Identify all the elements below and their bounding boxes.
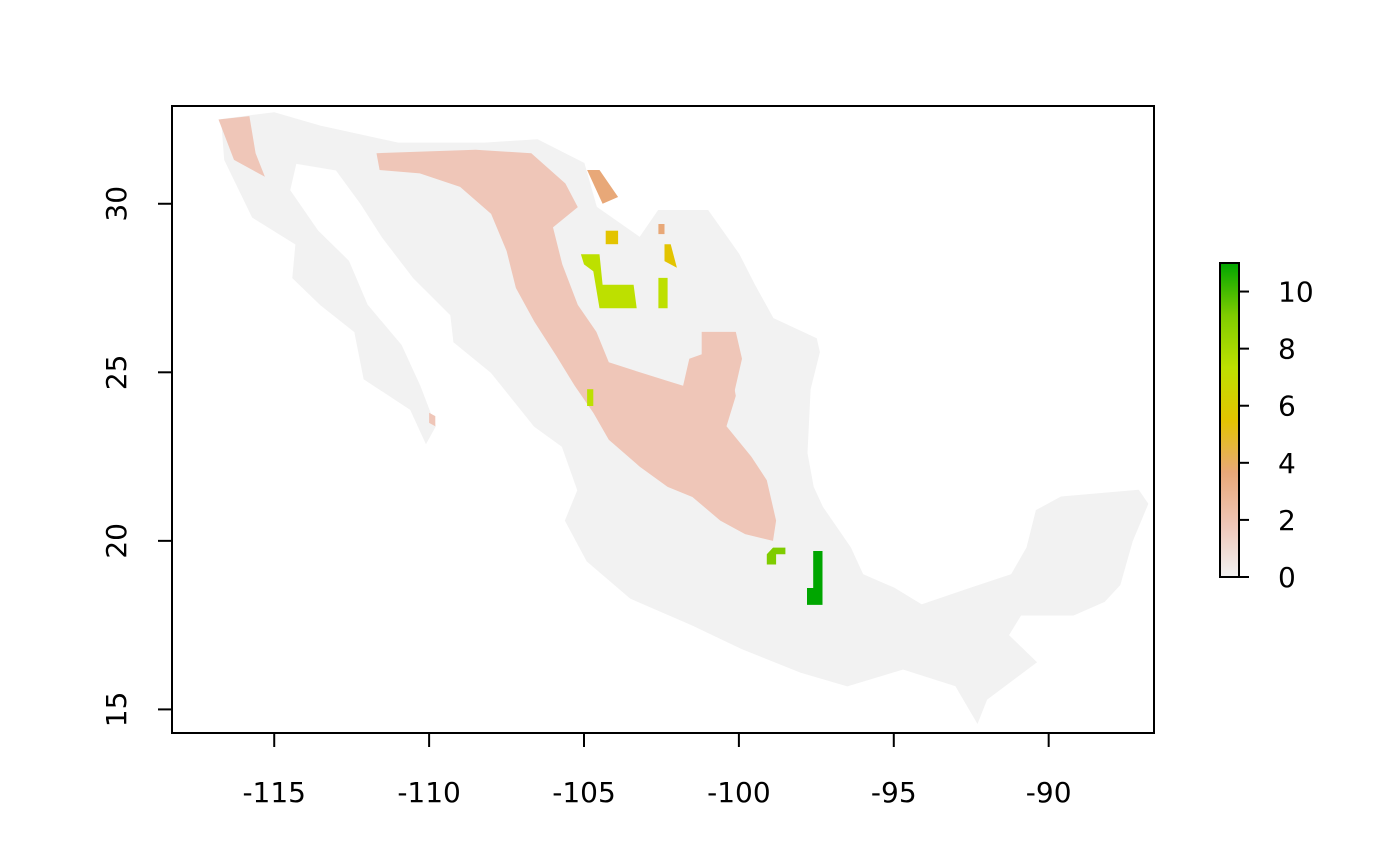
legend-tick-label: 2 <box>1278 504 1296 537</box>
x-tick-label: -105 <box>552 776 616 809</box>
y-tick-label: 20 <box>100 523 133 559</box>
value-region-0 <box>218 116 265 177</box>
value-region-4 <box>587 170 619 204</box>
value-region-12 <box>807 551 823 605</box>
y-tick-label: 30 <box>100 186 133 222</box>
value-region-6 <box>605 230 619 245</box>
x-tick-label: -115 <box>242 776 306 809</box>
y-axis: 15 20 25 30 <box>100 186 173 728</box>
value-region-3 <box>701 331 742 406</box>
y-tick-label: 15 <box>100 692 133 728</box>
legend-tick-label: 0 <box>1278 561 1296 594</box>
legend-colorbar <box>1219 262 1240 578</box>
x-tick-label: -90 <box>1026 776 1072 809</box>
value-region-2 <box>376 149 777 541</box>
x-axis: -115 -110 -105 -100 -95 -90 <box>242 732 1072 809</box>
x-tick-label: -95 <box>871 776 917 809</box>
value-region-9 <box>658 277 668 309</box>
y-tick-label: 25 <box>100 354 133 390</box>
value-region-7 <box>664 244 677 268</box>
legend-tick-label: 6 <box>1278 390 1296 423</box>
legend-tick-label: 8 <box>1278 333 1296 366</box>
value-region-11 <box>766 547 786 565</box>
value-region-5 <box>658 224 665 235</box>
value-region-1 <box>429 412 436 427</box>
raster-map-layer <box>218 112 1149 725</box>
legend-tick-label: 10 <box>1278 276 1314 309</box>
x-tick-label: -100 <box>707 776 771 809</box>
legend-tick-label: 4 <box>1278 447 1296 480</box>
x-tick-label: -110 <box>397 776 461 809</box>
value-region-8 <box>580 254 637 309</box>
value-region-10 <box>587 389 594 406</box>
color-legend: 0 2 4 6 8 10 <box>1219 262 1314 594</box>
